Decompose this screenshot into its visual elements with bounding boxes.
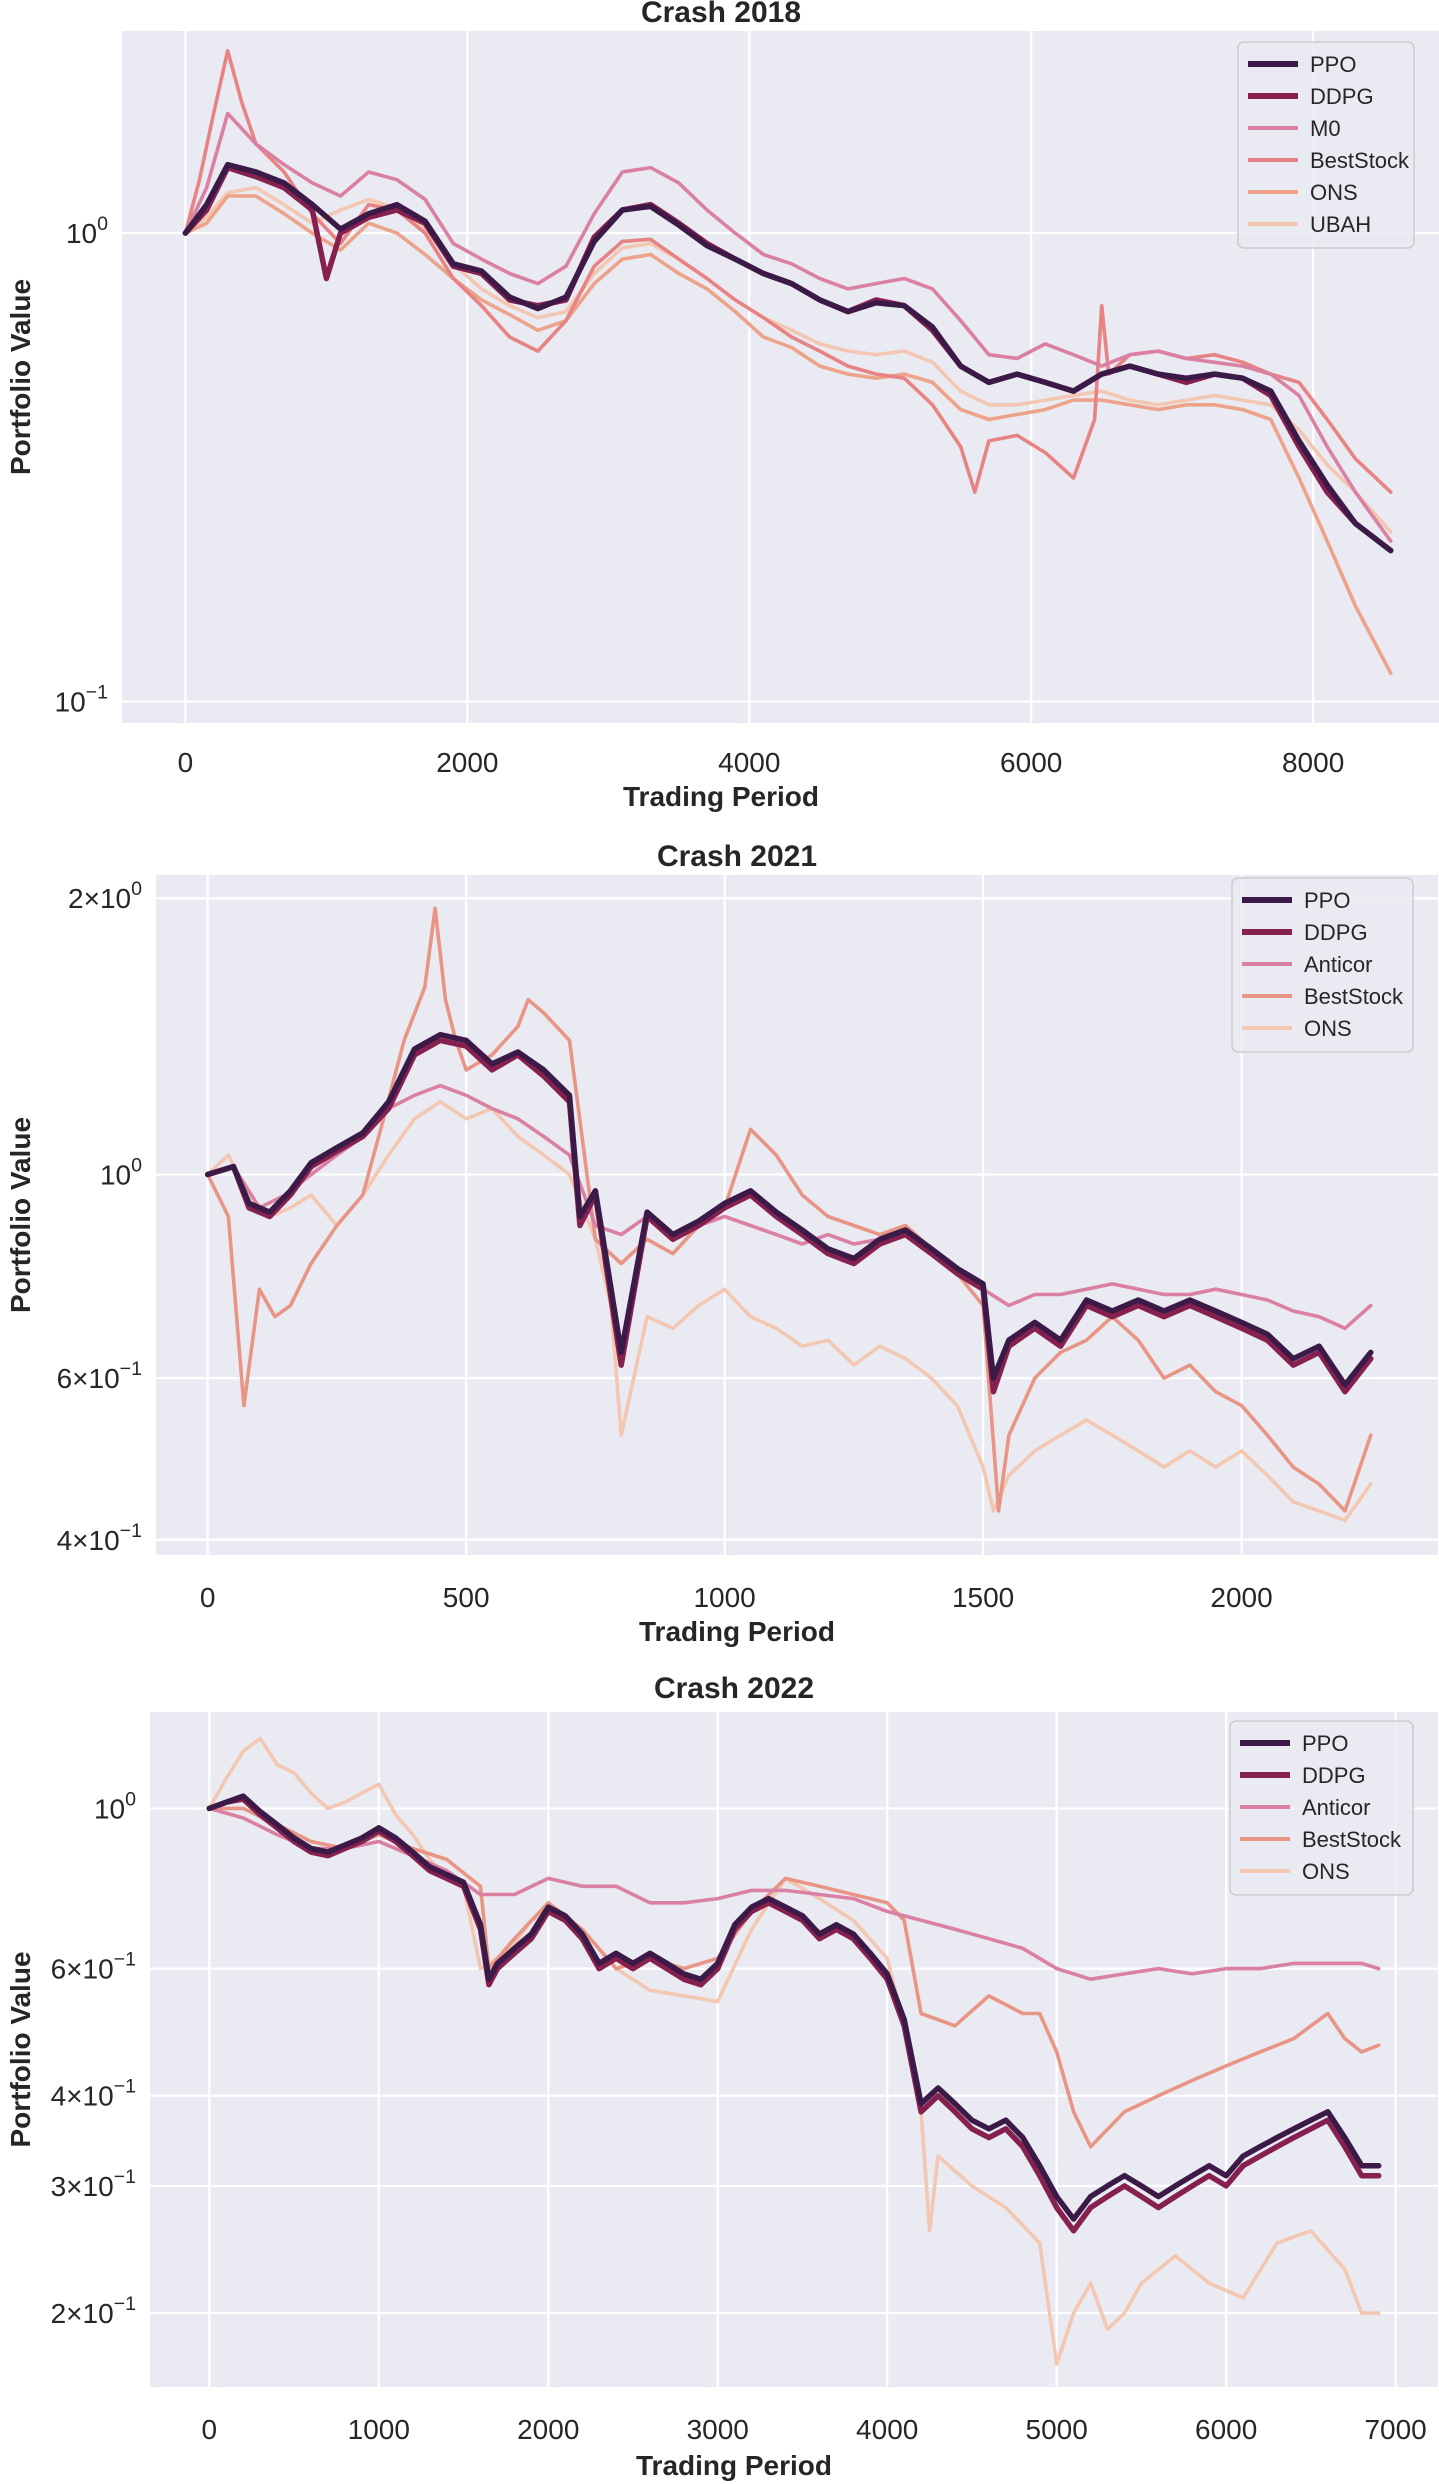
x-tick-label: 6000 (1000, 747, 1062, 778)
x-tick-label: 8000 (1282, 747, 1344, 778)
y-tick-label: 4×10−1 (51, 2076, 136, 2112)
x-tick-label: 0 (202, 2414, 218, 2445)
series-line-ddpg (204, 1037, 1374, 1395)
legend-label-anticor: Anticor (1302, 1795, 1370, 1820)
series-group (182, 49, 1394, 675)
legend-label-beststock: BestStock (1304, 984, 1404, 1009)
legend-label-ons: ONS (1304, 1016, 1352, 1041)
legend-label-ons: ONS (1302, 1859, 1350, 1884)
y-tick-label: 2×100 (68, 878, 142, 914)
series-group (204, 906, 1374, 1523)
legend-label-ubah: UBAH (1310, 212, 1371, 237)
series-line-beststock (207, 1806, 1381, 2149)
plot-area (150, 1712, 1438, 2387)
legend-label-ons: ONS (1310, 180, 1358, 205)
series-line-ppo (204, 1031, 1374, 1388)
chart-crash-2021: Crash 2021 0 500 1000 1500 2000 2×100 100 6×10−1… (5, 840, 1438, 1647)
legend-label-ppo: PPO (1302, 1731, 1348, 1756)
series-line-ons (183, 194, 1393, 675)
x-tick-label: 500 (443, 1582, 490, 1613)
legend-box (1229, 1720, 1414, 1896)
x-tick-label: 0 (178, 747, 194, 778)
x-tick-label: 2000 (436, 747, 498, 778)
legend-label-ddpg: DDPG (1302, 1763, 1366, 1788)
x-axis-label: Trading Period (636, 2450, 832, 2481)
chart-crash-2018: Crash 2018 0 2000 4000 6000 8000 100 10−1 Tradin… (5, 0, 1439, 812)
x-tick-label: 1500 (952, 1582, 1014, 1613)
y-tick-label: 3×10−1 (51, 2166, 136, 2202)
chart-title: Crash 2018 (641, 0, 801, 29)
series-line-ppo (206, 1793, 1382, 2222)
legend-label-anticor: Anticor (1304, 952, 1372, 977)
y-tick-label: 2×10−1 (51, 2293, 136, 2329)
legend-label-ddpg: DDPG (1310, 84, 1374, 109)
y-tick-label: 10−1 (55, 682, 109, 718)
series-line-ons (205, 1100, 1373, 1523)
legend-label-beststock: BestStock (1310, 148, 1410, 173)
x-tick-label: 2000 (517, 2414, 579, 2445)
y-axis-label: Portfolio Value (5, 1951, 36, 2147)
y-tick-label: 6×10−1 (57, 1358, 142, 1394)
x-tick-label: 5000 (1026, 2414, 1088, 2445)
series-line-ubah (183, 185, 1393, 534)
legend: PPO DDPG Anticor BestStock ONS (1231, 877, 1414, 1053)
legend-label-beststock: BestStock (1302, 1827, 1402, 1852)
x-axis-label: Trading Period (639, 1616, 835, 1647)
series-group (206, 1736, 1382, 2366)
legend-label-m0: M0 (1310, 116, 1341, 141)
y-tick-label: 100 (66, 213, 108, 249)
legend: PPO DDPG Anticor BestStock ONS (1229, 1720, 1414, 1896)
chart-title: Crash 2021 (657, 840, 817, 873)
legend-label-ppo: PPO (1310, 52, 1356, 77)
series-line-ppo (182, 161, 1394, 554)
y-tick-label: 6×10−1 (51, 1949, 136, 1985)
x-tick-label: 3000 (687, 2414, 749, 2445)
chart-crash-2022: Crash 2022 0 1000 2000 3000 4000 5000 6000 7000 1… (5, 1672, 1438, 2481)
chart-title: Crash 2022 (654, 1672, 814, 1705)
legend-box (1231, 877, 1414, 1053)
y-tick-label: 4×10−1 (57, 1520, 142, 1556)
y-tick-label: 100 (94, 1788, 136, 1824)
plot-area (156, 875, 1438, 1555)
y-tick-label: 100 (100, 1155, 142, 1191)
x-tick-label: 2000 (1210, 1582, 1272, 1613)
x-tick-label: 0 (200, 1582, 216, 1613)
x-tick-label: 6000 (1195, 2414, 1257, 2445)
series-line-m0 (183, 111, 1393, 543)
x-tick-label: 1000 (348, 2414, 410, 2445)
series-line-anticor (205, 1083, 1373, 1331)
x-tick-label: 1000 (693, 1582, 755, 1613)
legend-label-ppo: PPO (1304, 888, 1350, 913)
legend: PPO DDPG M0 BestStock ONS UBAH (1237, 41, 1415, 249)
series-line-ons (207, 1736, 1381, 2366)
x-tick-label: 4000 (856, 2414, 918, 2445)
y-axis-label: Portfolio Value (5, 1117, 36, 1313)
legend-label-ddpg: DDPG (1304, 920, 1368, 945)
y-axis-label: Portfolio Value (5, 279, 36, 475)
x-axis-label: Trading Period (623, 781, 819, 812)
x-tick-label: 4000 (718, 747, 780, 778)
x-tick-label: 7000 (1364, 2414, 1426, 2445)
